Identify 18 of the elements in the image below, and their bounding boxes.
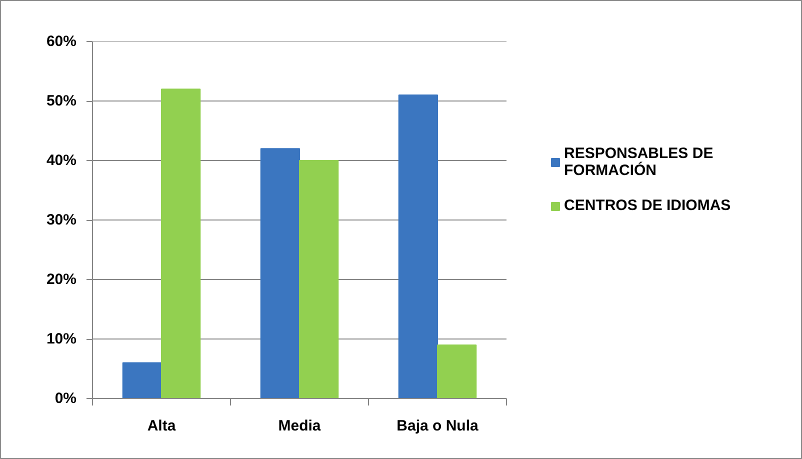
y-tick-label: 0% (54, 390, 77, 407)
y-tick-label: 20% (46, 271, 77, 288)
y-tick-label: 50% (46, 92, 77, 110)
y-tick-label: 40% (46, 152, 77, 169)
bar (122, 362, 162, 398)
legend-label: RESPONSABLES DE FORMACIÓN (564, 145, 714, 179)
bar (260, 148, 300, 398)
x-tick-label: Alta (147, 418, 176, 434)
bar (398, 94, 438, 398)
y-tick-label: 60% (46, 33, 77, 50)
bar (161, 88, 201, 398)
x-tick-label: Baja o Nula (396, 418, 479, 434)
y-tick-label: 30% (46, 212, 77, 228)
x-tick-label: Media (278, 418, 322, 434)
legend-label: CENTROS DE IDIOMAS (564, 197, 731, 214)
bar (437, 344, 477, 398)
y-tick-label: 10% (46, 330, 77, 348)
bar (299, 160, 339, 398)
